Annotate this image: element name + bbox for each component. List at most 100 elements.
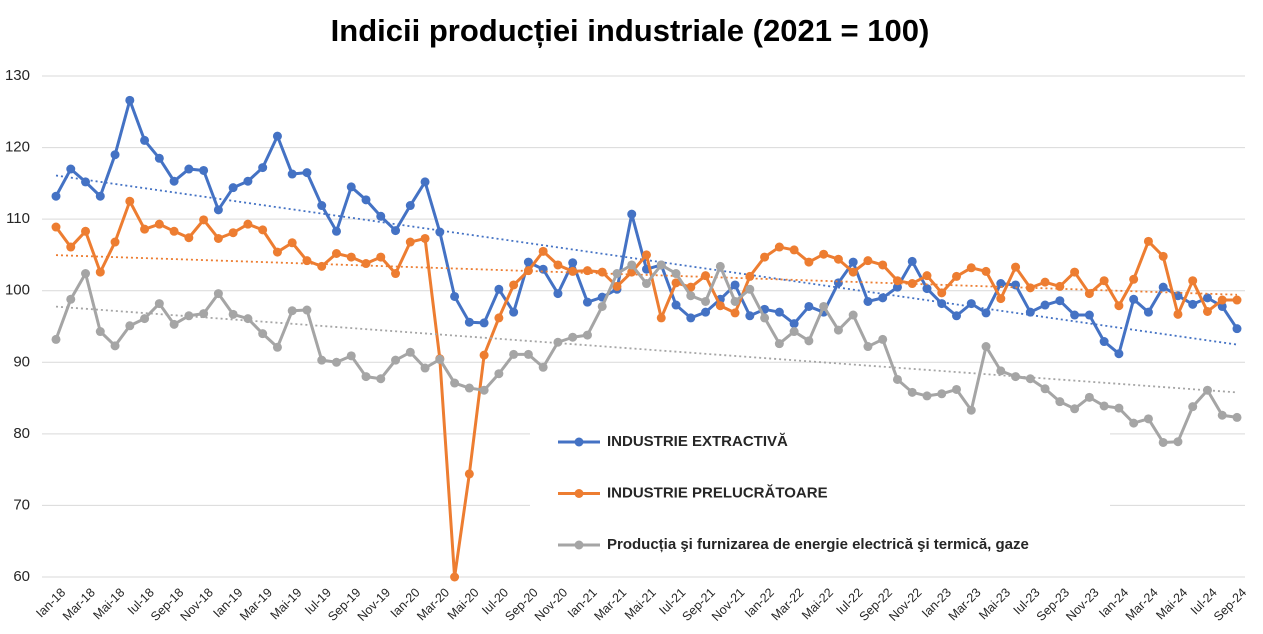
data-point [450, 291, 460, 301]
data-point [184, 164, 194, 174]
data-point [1202, 385, 1212, 395]
data-point [331, 226, 341, 236]
data-point [361, 259, 371, 269]
data-point [819, 249, 829, 259]
data-point [730, 296, 740, 306]
data-point [642, 250, 651, 260]
data-point [1114, 301, 1124, 311]
x-tick-label: Nov-20 [532, 585, 570, 623]
data-point [1099, 337, 1109, 347]
x-tick-label: Nov-21 [709, 585, 747, 623]
data-point [523, 257, 533, 267]
data-point [671, 278, 681, 288]
data-point [1099, 276, 1109, 286]
data-point [612, 281, 622, 291]
data-point [1084, 289, 1094, 299]
data-point [582, 330, 592, 340]
data-point [1143, 236, 1153, 246]
data-point [464, 469, 474, 479]
data-point [258, 225, 268, 235]
data-point [892, 276, 902, 286]
data-point [391, 355, 401, 365]
data-point [81, 226, 91, 236]
data-point [1188, 402, 1198, 412]
x-tick-label: Mar-24 [1123, 585, 1161, 623]
data-point [701, 271, 711, 281]
data-point [479, 350, 489, 360]
data-point [169, 319, 179, 329]
data-point [435, 227, 445, 237]
series-line [54, 263, 1238, 444]
data-point [671, 300, 681, 310]
x-tick-label: Mai-24 [1153, 585, 1190, 622]
data-point [302, 168, 312, 178]
x-tick-label: Mai-19 [268, 585, 305, 622]
y-tick-label: 130 [5, 67, 30, 84]
data-point [258, 329, 268, 339]
data-point [745, 311, 755, 321]
data-point [213, 233, 223, 243]
data-point [612, 269, 622, 279]
x-tick-label: Mai-22 [799, 585, 836, 622]
data-point [745, 271, 755, 281]
data-point [1011, 262, 1021, 272]
data-point [51, 334, 61, 344]
data-point [317, 355, 327, 365]
data-point [169, 226, 179, 236]
data-point [1070, 267, 1080, 277]
legend-label: Producția şi furnizarea de energie elect… [607, 536, 1029, 553]
data-point [1040, 384, 1050, 394]
data-point [125, 95, 135, 105]
data-point [568, 332, 578, 342]
data-point [1232, 295, 1242, 305]
data-point [450, 378, 460, 388]
data-point [199, 309, 209, 319]
data-point [346, 252, 356, 262]
data-point [1055, 296, 1065, 306]
data-point [420, 363, 430, 373]
data-point [863, 296, 873, 306]
data-point [420, 177, 430, 187]
data-point [1114, 349, 1124, 359]
data-point [509, 349, 519, 359]
data-point [1158, 282, 1168, 292]
data-point [494, 369, 504, 379]
data-point [110, 150, 120, 160]
data-point [627, 260, 637, 270]
data-point [140, 135, 150, 145]
data-point [878, 260, 888, 270]
data-point [553, 337, 563, 347]
y-tick-label: 60 [13, 568, 30, 585]
data-point [346, 182, 356, 192]
data-point [228, 309, 238, 319]
data-point [701, 307, 711, 317]
trend-line [55, 254, 1238, 296]
data-point [51, 222, 61, 232]
data-point [878, 293, 888, 303]
data-point [1217, 410, 1227, 420]
data-point [730, 280, 740, 290]
data-point [996, 366, 1006, 376]
data-point [1202, 306, 1212, 316]
data-point [420, 233, 430, 243]
data-point [523, 349, 533, 359]
data-point [1129, 294, 1139, 304]
data-point [1158, 251, 1168, 261]
data-point [892, 282, 902, 292]
x-tick-label: Nov-19 [355, 585, 393, 623]
data-point [568, 258, 578, 268]
data-point [760, 313, 770, 323]
data-point [509, 307, 519, 317]
x-tick-label: Nov-22 [886, 585, 924, 623]
data-point [405, 237, 415, 247]
data-point [331, 357, 341, 367]
data-point [509, 280, 519, 290]
data-point [774, 307, 784, 317]
data-point [981, 308, 991, 318]
legend-marker [574, 437, 584, 447]
data-point [95, 327, 105, 337]
data-point [51, 191, 61, 201]
data-point [125, 321, 135, 331]
data-point [376, 211, 386, 221]
data-point [95, 191, 105, 201]
